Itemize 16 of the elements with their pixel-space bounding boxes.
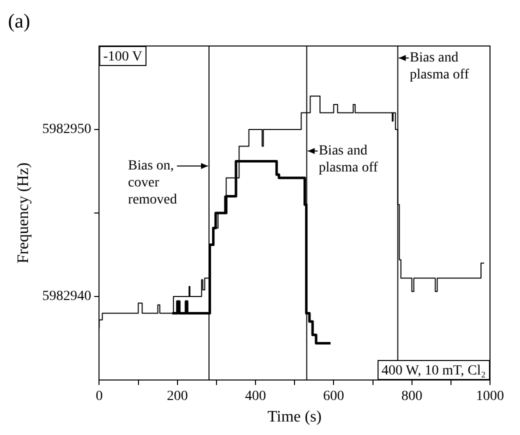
x-axis-title: Time (s) xyxy=(268,408,322,426)
x-tick-label: 400 xyxy=(245,389,266,404)
x-tick-label: 800 xyxy=(401,389,422,404)
x-tick-label: 200 xyxy=(166,389,188,404)
y-tick-label: 5982940 xyxy=(42,289,92,304)
annotation: 400 W, 10 mT, Cl₂ xyxy=(382,364,486,379)
chart-title: (a) xyxy=(8,10,30,32)
ref-line-label: Bias and plasma off xyxy=(318,144,378,176)
y-axis-title: Frequency (Hz) xyxy=(14,162,32,264)
annotation: -100 V xyxy=(103,50,142,65)
y-tick-label: 5982950 xyxy=(42,122,92,138)
x-tick-label: 0 xyxy=(96,389,103,404)
ref-line-label: Bias on, cover removed xyxy=(128,158,178,208)
x-tick-label: 1000 xyxy=(476,389,504,404)
x-tick-label: 600 xyxy=(323,389,344,404)
ref-line-label: Bias and plasma off xyxy=(410,50,470,83)
